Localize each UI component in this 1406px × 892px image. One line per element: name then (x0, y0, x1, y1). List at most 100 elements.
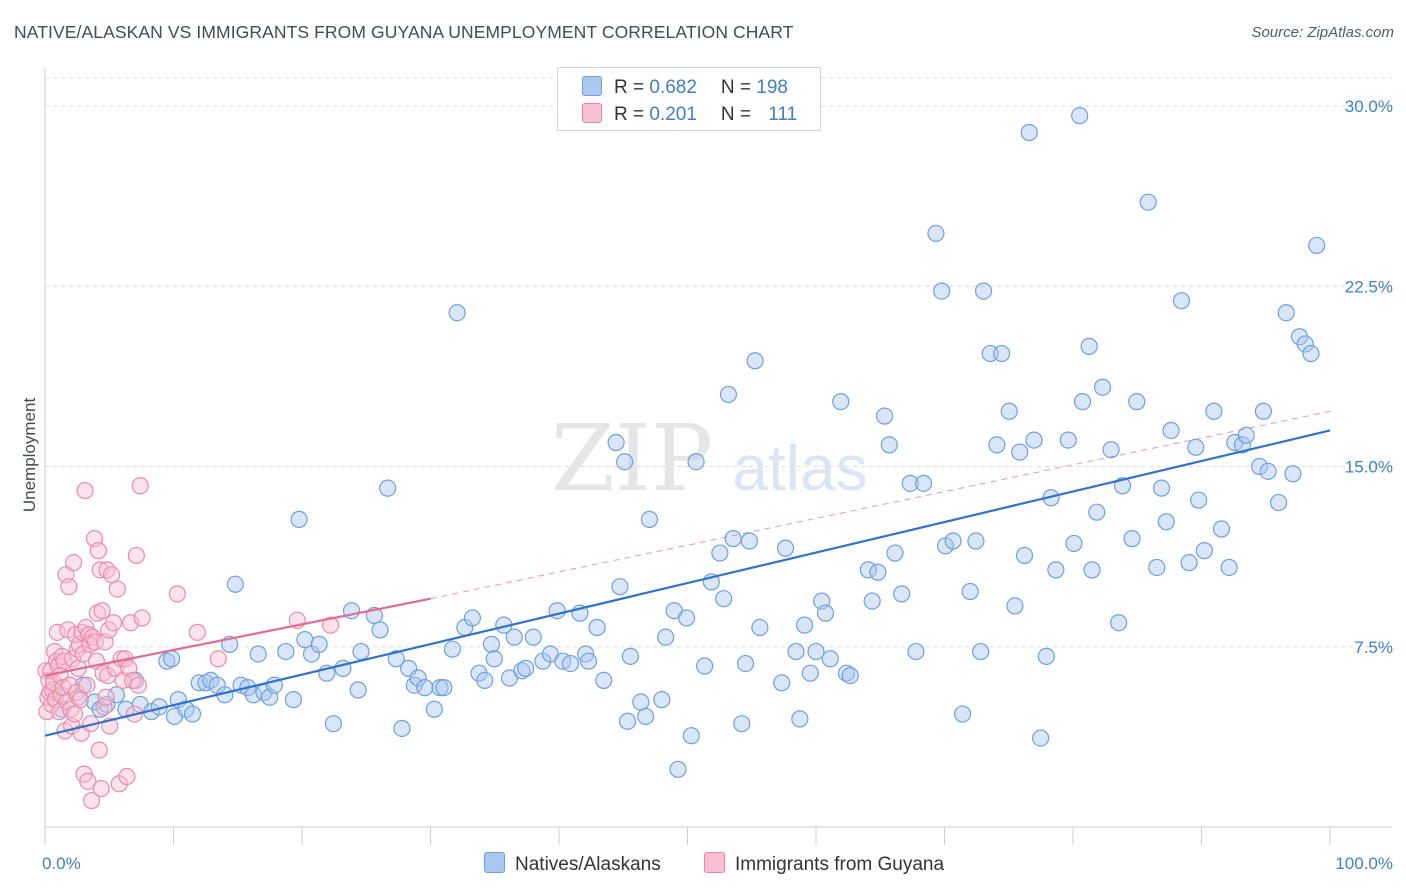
data-point (1080, 337, 1098, 355)
data-point (448, 304, 466, 322)
watermark-atlas: atlas (732, 432, 867, 504)
data-point (290, 510, 308, 528)
data-point (816, 604, 835, 622)
data-point (71, 691, 89, 709)
data-point (371, 621, 389, 639)
data-point (1180, 554, 1198, 572)
data-point (740, 532, 758, 550)
data-point (463, 609, 481, 627)
data-point (1233, 436, 1252, 454)
data-point (98, 561, 116, 579)
data-point (78, 676, 96, 694)
data-point (863, 592, 881, 610)
data-point (1015, 546, 1034, 565)
data-point (485, 650, 503, 668)
data-point (927, 224, 945, 243)
data-point (1308, 236, 1326, 255)
data-point (579, 652, 598, 670)
data-point (104, 614, 123, 632)
data-point (92, 779, 110, 798)
data-point (1083, 561, 1101, 579)
data-point (79, 772, 97, 790)
legend-n-label: N = (720, 104, 757, 125)
legend-item-guyana[interactable]: Immigrants from Guyana (704, 852, 944, 876)
data-point (933, 282, 951, 300)
data-point (277, 642, 295, 661)
data-point (1190, 491, 1208, 509)
data-point (1139, 193, 1157, 211)
data-point (1020, 123, 1038, 142)
trend-line-guyana (44, 597, 431, 677)
data-point (677, 609, 696, 627)
data-point (1000, 402, 1018, 420)
data-point (1148, 558, 1166, 577)
data-point (687, 453, 705, 471)
data-point (657, 628, 675, 646)
data-point (746, 352, 764, 370)
data-point (431, 679, 449, 697)
legend-swatch-guyana (704, 852, 725, 873)
data-point (482, 635, 501, 653)
axes (44, 68, 1392, 845)
data-point (249, 645, 267, 663)
data-point (875, 407, 894, 425)
data-point (321, 616, 340, 634)
data-point (841, 666, 859, 685)
data-point (886, 544, 904, 562)
data-point (1102, 441, 1120, 459)
data-point (1011, 443, 1029, 461)
data-point (618, 712, 637, 730)
data-point (832, 393, 850, 411)
series-legend: Natives/Alaskans Immigrants from Guyana (0, 852, 1406, 878)
y-tick-label: 22.5% (1345, 277, 1393, 296)
data-point (1065, 534, 1083, 553)
correlation-legend: R = 0.682 N = 198 R = 0.201 N = 111 (557, 67, 821, 131)
data-point (1059, 431, 1077, 449)
data-point (724, 530, 742, 548)
data-point (1284, 465, 1302, 483)
data-point (880, 436, 898, 454)
data-point (93, 602, 111, 620)
data-point (324, 715, 343, 733)
data-point (1172, 292, 1191, 310)
data-point (821, 650, 839, 668)
data-point (869, 563, 887, 581)
legend-item-natives[interactable]: Natives/Alaskans (484, 852, 661, 876)
data-point (48, 623, 66, 641)
data-point (733, 715, 751, 733)
legend-swatch-natives (582, 76, 602, 96)
data-point (352, 642, 370, 661)
data-point (1032, 729, 1050, 747)
data-point (972, 642, 990, 661)
legend-r-value: 0.201 (649, 104, 697, 125)
data-point (1277, 304, 1295, 322)
data-point (637, 707, 655, 726)
data-point (736, 654, 755, 673)
data-point (393, 719, 411, 738)
data-point (65, 705, 84, 723)
data-point (776, 539, 795, 557)
legend-label-guyana: Immigrants from Guyana (735, 854, 945, 875)
data-point (696, 657, 714, 675)
data-point (97, 688, 115, 706)
chart-title: NATIVE/ALASKAN VS IMMIGRANTS FROM GUYANA… (14, 22, 794, 42)
data-point (682, 727, 700, 745)
data-point (83, 791, 101, 810)
data-point (1037, 647, 1055, 665)
y-tick-label: 7.5% (1354, 638, 1393, 657)
trend-lines (44, 410, 1331, 737)
data-point (1254, 402, 1272, 420)
data-point (64, 650, 82, 668)
data-point (89, 542, 107, 560)
data-point (719, 385, 738, 404)
x-tick-label-min: 0.0% (42, 854, 81, 873)
data-point (1220, 558, 1238, 577)
watermark: ZIP atlas (551, 405, 868, 512)
data-point (129, 676, 147, 694)
source-label: Source: ZipAtlas.com (1251, 24, 1394, 41)
data-point (74, 645, 92, 663)
data-point (1152, 479, 1171, 497)
legend-n-value: 111 (768, 104, 798, 125)
legend-r-label: R = (614, 77, 650, 98)
data-point (607, 433, 625, 452)
